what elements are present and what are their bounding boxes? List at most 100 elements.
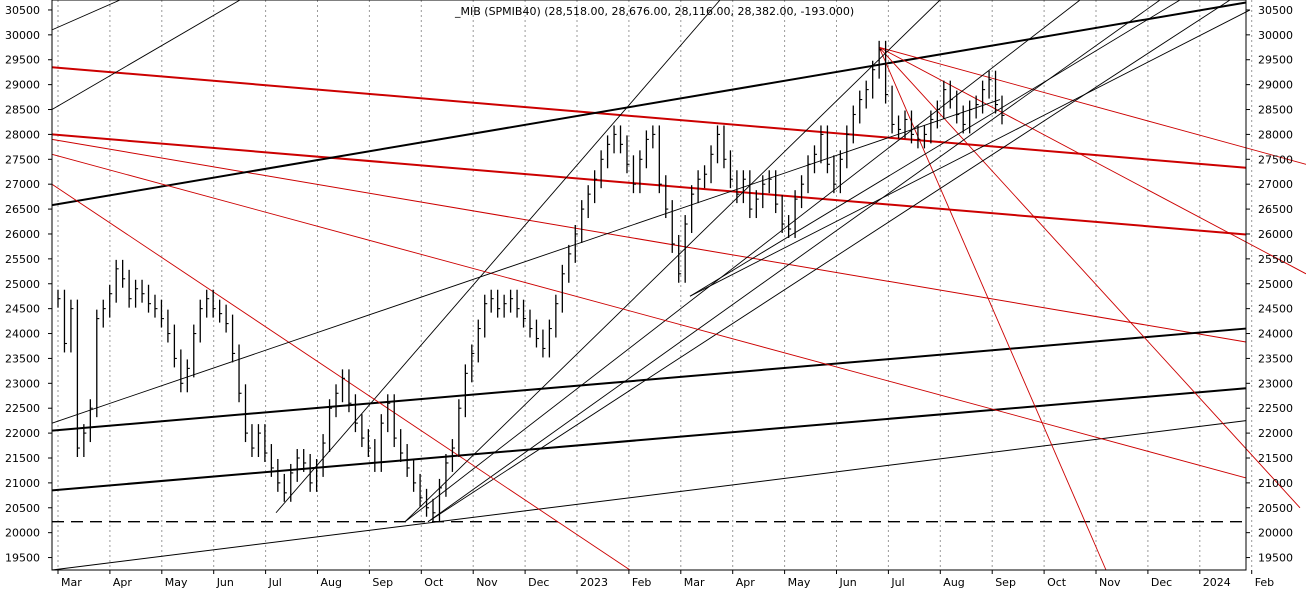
fan-line bbox=[51, 0, 241, 110]
y-tick-label-left: 24000 bbox=[5, 328, 40, 341]
x-tick-label: 2024 bbox=[1203, 576, 1231, 589]
y-tick-label-left: 20500 bbox=[5, 502, 40, 515]
x-tick-label: Aug bbox=[943, 576, 964, 589]
y-tick-label-left: 30500 bbox=[5, 4, 40, 17]
y-tick-label-left: 24500 bbox=[5, 303, 40, 316]
x-tick-label: Apr bbox=[736, 576, 756, 589]
x-tick-label: Dec bbox=[1151, 576, 1172, 589]
trendline bbox=[51, 327, 1247, 432]
y-tick-label-left: 30000 bbox=[5, 29, 40, 42]
fan-line bbox=[879, 46, 1306, 165]
fan-line bbox=[689, 0, 1181, 297]
y-tick-label-left: 25000 bbox=[5, 278, 40, 291]
y-tick-label-left: 22000 bbox=[5, 427, 40, 440]
fan-line bbox=[427, 0, 1161, 523]
y-tick-label-left: 26500 bbox=[5, 203, 40, 216]
y-tick-label-left: 29000 bbox=[5, 79, 40, 92]
fan-line bbox=[275, 0, 721, 514]
y-tick-label-right: 19500 bbox=[1258, 552, 1293, 565]
x-tick-label: May bbox=[788, 576, 811, 589]
trendline bbox=[51, 66, 1247, 169]
x-tick-label: Feb bbox=[632, 576, 651, 589]
y-tick-label-right: 30500 bbox=[1258, 4, 1293, 17]
vertical-grid bbox=[57, 0, 1253, 570]
fan-line bbox=[51, 153, 1247, 479]
x-tick-label: Jun bbox=[839, 576, 857, 589]
fan-line bbox=[51, 0, 121, 31]
x-tick-label: Jul bbox=[890, 576, 904, 589]
y-tick-label-left: 21500 bbox=[5, 452, 40, 465]
y-tick-label-right: 22500 bbox=[1258, 402, 1293, 415]
y-tick-label-right: 24000 bbox=[1258, 328, 1293, 341]
trendline bbox=[51, 138, 1247, 343]
fan-line bbox=[404, 0, 941, 523]
y-tick-label-right: 30000 bbox=[1258, 29, 1293, 42]
trendline bbox=[51, 387, 1247, 492]
y-tick-label-left: 21000 bbox=[5, 477, 40, 490]
y-tick-label-left: 23500 bbox=[5, 352, 40, 365]
y-tick-label-right: 20500 bbox=[1258, 502, 1293, 515]
y-tick-label-left: 22500 bbox=[5, 402, 40, 415]
x-tick-label: Dec bbox=[528, 576, 549, 589]
x-tick-label: Nov bbox=[1099, 576, 1121, 589]
fan-line bbox=[51, 99, 1001, 424]
trendline bbox=[51, 133, 1247, 236]
y-tick-label-right: 22000 bbox=[1258, 427, 1293, 440]
x-tick-label: Jul bbox=[268, 576, 282, 589]
y-tick-label-right: 27500 bbox=[1258, 153, 1293, 166]
x-tick-label: Sep bbox=[372, 576, 393, 589]
fan-line bbox=[878, 46, 1301, 509]
y-tick-label-left: 26000 bbox=[5, 228, 40, 241]
x-tick-label: Feb bbox=[1255, 576, 1274, 589]
chart-title: _MIB (SPMIB40) (28,518.00, 28,676.00, 28… bbox=[454, 5, 854, 18]
y-tick-label-right: 26500 bbox=[1258, 203, 1293, 216]
trendline-layer bbox=[51, 1, 1247, 571]
x-tick-label: Apr bbox=[113, 576, 133, 589]
fan-line bbox=[51, 183, 631, 571]
y-tick-label-right: 25000 bbox=[1258, 278, 1293, 291]
y-tick-label-right: 28000 bbox=[1258, 128, 1293, 141]
fan-line bbox=[427, 0, 1231, 523]
trendline bbox=[51, 1, 1247, 207]
price-bars bbox=[57, 40, 1005, 522]
y-tick-label-right: 29500 bbox=[1258, 54, 1293, 67]
y-tick-label-left: 25500 bbox=[5, 253, 40, 266]
y-tick-label-right: 23500 bbox=[1258, 352, 1293, 365]
y-tick-label-left: 19500 bbox=[5, 552, 40, 565]
x-tick-label: 2023 bbox=[580, 576, 608, 589]
y-tick-label-right: 25500 bbox=[1258, 253, 1293, 266]
y-tick-label-left: 29500 bbox=[5, 54, 40, 67]
x-tick-label: Mar bbox=[61, 576, 82, 589]
y-tick-label-right: 24500 bbox=[1258, 303, 1293, 316]
y-tick-label-left: 20000 bbox=[5, 527, 40, 540]
x-tick-label: Aug bbox=[321, 576, 342, 589]
y-tick-label-right: 28500 bbox=[1258, 104, 1293, 117]
fan-line bbox=[878, 47, 1107, 571]
y-tick-label-right: 21000 bbox=[1258, 477, 1293, 490]
x-tick-label: Nov bbox=[476, 576, 498, 589]
fan-line bbox=[404, 0, 1081, 523]
fan-line-layer bbox=[51, 0, 1306, 571]
x-tick-label: Oct bbox=[1047, 576, 1067, 589]
y-tick-label-left: 28000 bbox=[5, 128, 40, 141]
y-tick-label-right: 26000 bbox=[1258, 228, 1293, 241]
x-tick-label: Oct bbox=[424, 576, 444, 589]
fan-line bbox=[689, 9, 1251, 297]
y-tick-label-left: 23000 bbox=[5, 377, 40, 390]
y-tick-label-right: 27000 bbox=[1258, 178, 1293, 191]
axes: Mar Apr May Jun Jul Aug Sep Oct Nov Dec 2023 Feb Mar… bbox=[5, 4, 1293, 589]
y-tick-label-right: 23000 bbox=[1258, 377, 1293, 390]
y-tick-label-left: 28500 bbox=[5, 104, 40, 117]
x-tick-label: Jun bbox=[216, 576, 234, 589]
x-tick-label: Sep bbox=[995, 576, 1016, 589]
y-tick-label-right: 20000 bbox=[1258, 527, 1293, 540]
y-tick-label-right: 29000 bbox=[1258, 79, 1293, 92]
x-tick-label: Mar bbox=[684, 576, 705, 589]
plot-frame bbox=[51, 0, 1247, 571]
trendline bbox=[51, 420, 1247, 571]
y-tick-label-left: 27500 bbox=[5, 153, 40, 166]
x-tick-label: May bbox=[165, 576, 188, 589]
y-tick-label-left: 27000 bbox=[5, 178, 40, 191]
